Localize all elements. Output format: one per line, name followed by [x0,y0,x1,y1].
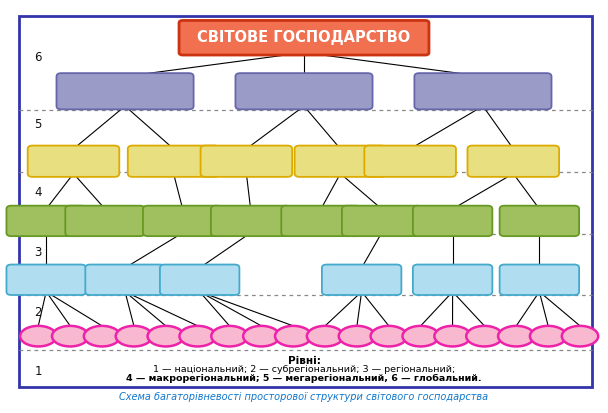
Ellipse shape [148,326,184,347]
FancyBboxPatch shape [415,73,551,109]
Ellipse shape [179,326,216,347]
Text: 4: 4 [35,185,42,199]
Text: 3: 3 [35,246,42,259]
Ellipse shape [530,326,566,347]
FancyBboxPatch shape [468,145,559,177]
Ellipse shape [52,326,88,347]
FancyBboxPatch shape [65,206,145,236]
Ellipse shape [562,326,598,347]
Text: СВІТОВЕ ГОСПОДАРСТВО: СВІТОВЕ ГОСПОДАРСТВО [198,30,410,45]
Ellipse shape [20,326,57,347]
FancyBboxPatch shape [160,265,240,295]
Text: 4 — макрорегіональний; 5 — мегарегіональний, 6 — глобальний.: 4 — макрорегіональний; 5 — мегарегіональ… [126,374,482,383]
FancyBboxPatch shape [7,206,86,236]
Ellipse shape [339,326,375,347]
FancyBboxPatch shape [28,145,119,177]
Text: 2: 2 [35,306,42,319]
FancyBboxPatch shape [201,145,292,177]
FancyBboxPatch shape [235,73,373,109]
Ellipse shape [466,326,503,347]
Ellipse shape [371,326,407,347]
FancyBboxPatch shape [322,265,401,295]
FancyBboxPatch shape [143,206,223,236]
FancyBboxPatch shape [500,265,579,295]
FancyBboxPatch shape [413,265,492,295]
Ellipse shape [402,326,439,347]
FancyBboxPatch shape [85,265,165,295]
Text: 6: 6 [35,51,42,64]
Text: 1: 1 [35,365,42,377]
Ellipse shape [84,326,120,347]
Ellipse shape [243,326,280,347]
FancyBboxPatch shape [211,206,291,236]
Ellipse shape [434,326,471,347]
Ellipse shape [275,326,311,347]
FancyBboxPatch shape [128,145,219,177]
FancyBboxPatch shape [342,206,421,236]
Ellipse shape [307,326,344,347]
FancyBboxPatch shape [179,21,429,55]
Text: 1 — національний; 2 — субрегіональний; 3 — регіональний;: 1 — національний; 2 — субрегіональний; 3… [153,365,455,374]
Ellipse shape [498,326,534,347]
FancyBboxPatch shape [57,73,193,109]
Ellipse shape [116,326,152,347]
Text: Схема багаторівневості просторової структури світового господарства: Схема багаторівневості просторової струк… [119,392,489,402]
FancyBboxPatch shape [295,145,386,177]
FancyBboxPatch shape [500,206,579,236]
FancyBboxPatch shape [7,265,86,295]
Ellipse shape [212,326,247,347]
FancyBboxPatch shape [364,145,456,177]
FancyBboxPatch shape [19,17,592,387]
Text: 5: 5 [35,118,42,131]
FancyBboxPatch shape [282,206,361,236]
Text: Рівні:: Рівні: [288,356,320,366]
FancyBboxPatch shape [413,206,492,236]
